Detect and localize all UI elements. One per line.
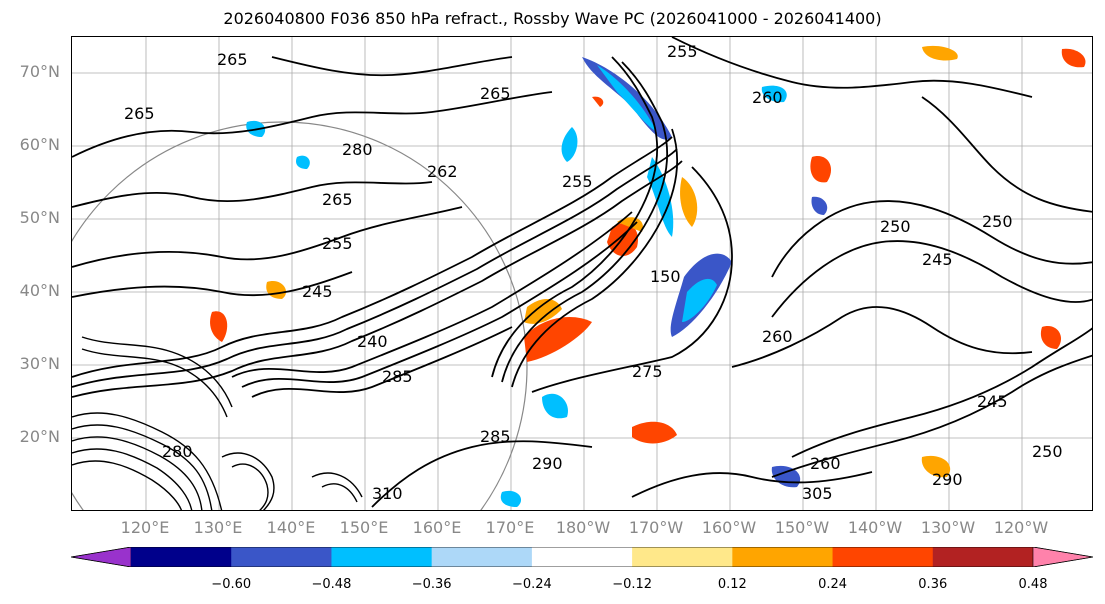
contour-label: 255 <box>562 172 593 191</box>
map-canvas: 255 265 265 260 265 262 280 265 255 240 … <box>72 37 1092 510</box>
contour-label: 265 <box>124 104 155 123</box>
lon-label-150e: 150°E <box>339 518 389 537</box>
map-panel: 255 265 265 260 265 262 280 265 255 240 … <box>71 36 1093 511</box>
lon-label-180w: 180°W <box>555 518 611 537</box>
contour-label: 280 <box>342 140 373 159</box>
colorbar-segment <box>932 547 1034 567</box>
colorbar-segment <box>331 547 433 567</box>
lat-label-30n: 30°N <box>19 354 60 373</box>
lat-label-20n: 20°N <box>19 427 60 446</box>
colorbar-segment <box>231 547 332 567</box>
contour-cluster-sw <box>72 336 363 510</box>
lat-label-40n: 40°N <box>19 281 60 300</box>
colorbar-tick-label: 0.24 <box>818 577 848 592</box>
contour-label: 262 <box>427 162 458 181</box>
contour-label: 265 <box>480 84 511 103</box>
graticule <box>72 37 1092 510</box>
colorbar <box>71 547 1093 567</box>
lon-label-140e: 140°E <box>266 518 316 537</box>
colorbar-tick-label: −0.24 <box>511 577 552 592</box>
colorbar-segment <box>131 547 232 567</box>
contour-label: 275 <box>632 362 663 381</box>
contour-label: 285 <box>382 367 413 386</box>
lon-label-130w: 130°W <box>920 518 976 537</box>
contour-label: 250 <box>880 217 911 236</box>
lon-label-170w: 170°W <box>628 518 684 537</box>
contour-label: 250 <box>1032 442 1063 461</box>
lon-label-150w: 150°W <box>774 518 830 537</box>
colorbar-tick-label: 0.48 <box>1018 577 1048 592</box>
contour-label: 310 <box>372 484 403 503</box>
lon-label-120w: 120°W <box>993 518 1049 537</box>
contour-label: 265 <box>217 50 248 69</box>
lon-label-170e: 170°E <box>485 518 535 537</box>
lat-label-70n: 70°N <box>19 62 60 81</box>
colorbar-tick-label: −0.36 <box>411 577 452 592</box>
colorbar-segment <box>832 547 934 567</box>
contour-label: 245 <box>302 282 333 301</box>
colorbar-tick-label: 0.12 <box>717 577 747 592</box>
colorbar-tick-label: −0.60 <box>211 577 252 592</box>
contour-label: 250 <box>982 212 1013 231</box>
colorbar-segment <box>732 547 834 567</box>
contour-lines <box>72 37 1092 508</box>
contour-label: 260 <box>762 327 793 346</box>
contour-label: 240 <box>357 332 388 351</box>
contour-label: 280 <box>162 442 193 461</box>
contour-label: 255 <box>667 42 698 61</box>
lat-label-60n: 60°N <box>19 135 60 154</box>
colorbar-segment <box>531 547 633 567</box>
range-ring <box>72 121 528 510</box>
map-title: 2026040800 F036 850 hPa refract., Rossby… <box>223 9 882 28</box>
colorbar-tick-label: 0.36 <box>918 577 948 592</box>
contour-label: 265 <box>322 190 353 209</box>
contour-label-group: 255 265 265 260 265 262 280 265 255 240 … <box>124 42 1063 503</box>
colorbar-segment <box>632 547 733 567</box>
contour-label: 290 <box>532 454 563 473</box>
contour-label: 290 <box>932 470 963 489</box>
colorbar-extend-high <box>1032 547 1093 567</box>
lon-label-160w: 160°W <box>701 518 757 537</box>
lon-label-130e: 130°E <box>193 518 243 537</box>
colorbar-segments <box>71 547 1093 567</box>
lon-label-120e: 120°E <box>120 518 170 537</box>
contour-label: 245 <box>922 250 953 269</box>
contour-label: 150 <box>650 267 681 286</box>
contour-label: 285 <box>480 427 511 446</box>
lon-label-160e: 160°E <box>412 518 462 537</box>
lat-label-50n: 50°N <box>19 208 60 227</box>
colorbar-extend-low <box>71 547 132 567</box>
colorbar-tick-label: −0.12 <box>612 577 653 592</box>
contour-label: 245 <box>977 392 1008 411</box>
contour-label: 260 <box>810 454 841 473</box>
contour-label: 260 <box>752 88 783 107</box>
contour-label: 305 <box>802 484 833 503</box>
contour-label: 255 <box>322 234 353 253</box>
lon-label-140w: 140°W <box>847 518 903 537</box>
colorbar-segment <box>431 547 533 567</box>
colorbar-tick-label: −0.48 <box>311 577 352 592</box>
